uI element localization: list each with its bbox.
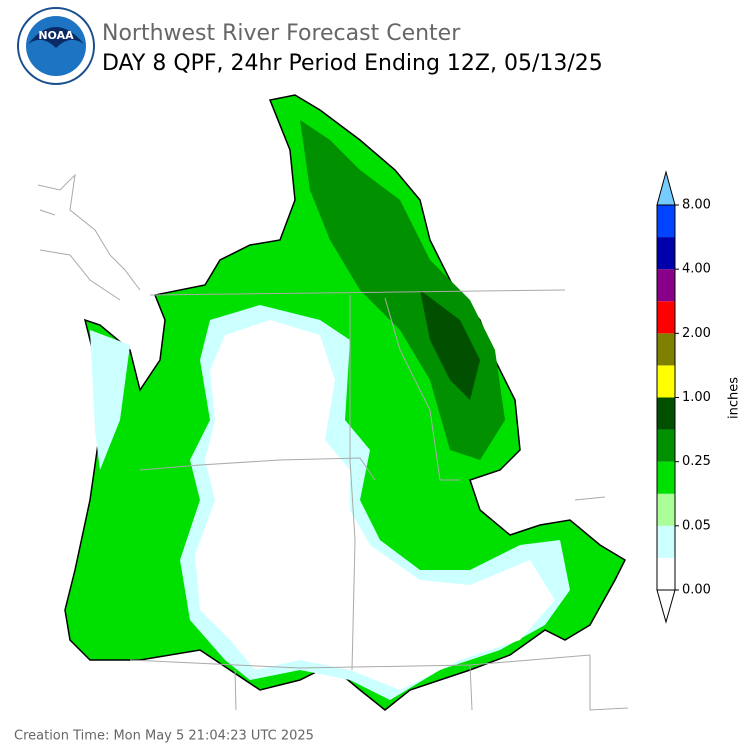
precip-area <box>420 290 480 400</box>
colorbar-extend <box>656 170 676 206</box>
colorbar-label: inches <box>727 377 742 419</box>
precip-area <box>90 330 130 470</box>
colorbar-bin <box>657 493 675 526</box>
creation-time: Creation Time: Mon May 5 21:04:23 UTC 20… <box>14 729 314 744</box>
logo: NOAA <box>17 7 95 85</box>
dry-area <box>195 320 555 690</box>
colorbar-tick-label: 0.25 <box>682 454 711 469</box>
colorbar-bin <box>657 301 675 334</box>
state-border <box>129 289 629 711</box>
colorbar-bin <box>657 269 675 302</box>
colorbar-bin <box>657 461 675 494</box>
logo-text: NOAA <box>38 29 74 42</box>
colorbar: 0.00 0.05 0.25 1.00 2.00 4.00 8.00 <box>656 170 711 624</box>
agency: Northwest River Forecast Center <box>102 21 461 46</box>
map <box>37 94 629 711</box>
colorbar-tick-label: 0.00 <box>682 583 711 598</box>
map-title: DAY 8 QPF, 24hr Period Ending 12Z, 05/13… <box>102 51 603 76</box>
colorbar-bin <box>657 397 675 430</box>
colorbar-extend <box>656 589 676 624</box>
coastline <box>37 173 141 301</box>
colorbar-bin <box>657 237 675 270</box>
colorbar-tick-label: 4.00 <box>682 262 711 277</box>
colorbar-tick-label: 2.00 <box>682 326 711 341</box>
colorbar-bin <box>657 205 675 238</box>
colorbar-bin <box>657 333 675 366</box>
colorbar-bin <box>657 525 675 558</box>
colorbar-tick-label: 8.00 <box>682 198 711 213</box>
colorbar-bin <box>657 557 675 590</box>
colorbar-tick-label: 0.05 <box>682 518 711 533</box>
colorbar-bin <box>657 429 675 462</box>
colorbar-bin <box>657 365 675 398</box>
colorbar-tick-label: 1.00 <box>682 390 711 405</box>
